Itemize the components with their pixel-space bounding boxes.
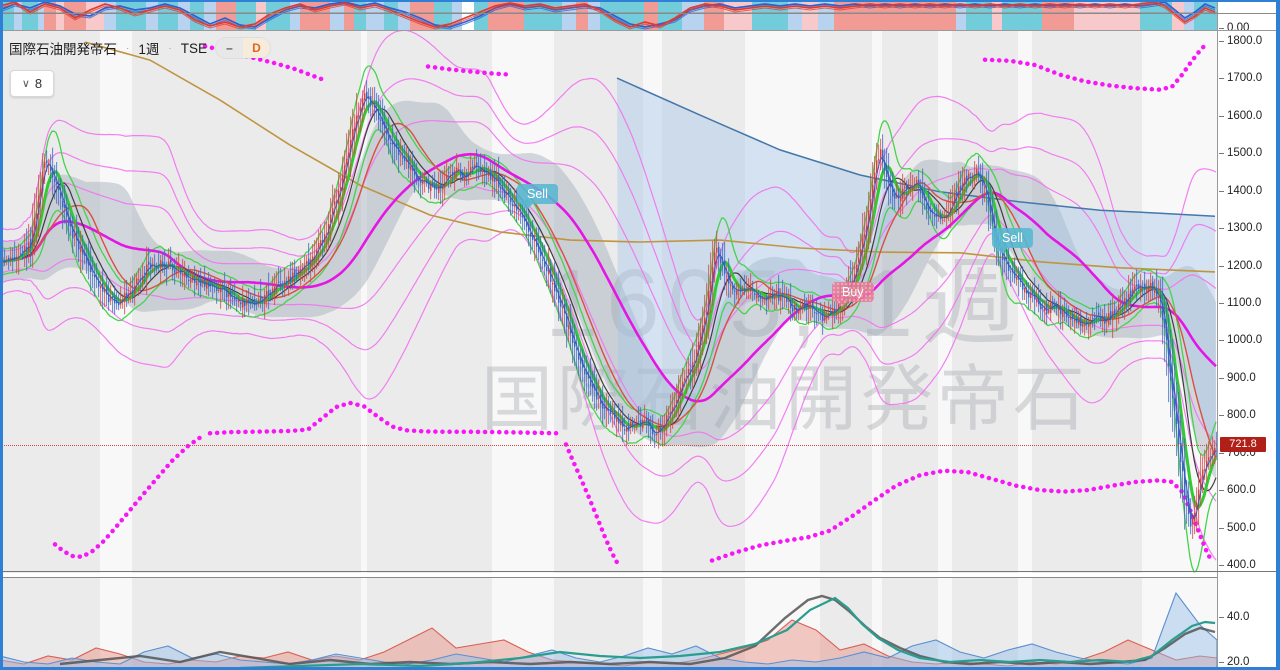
background-stripe <box>872 30 882 573</box>
background-stripe <box>938 30 952 573</box>
top-oscillator-canvas[interactable] <box>0 0 1217 30</box>
background-stripe <box>361 30 367 573</box>
symbol-title: 国際石油開発帝石 <box>9 42 117 57</box>
oscillator-axis-tick: 0.00 <box>1218 22 1250 34</box>
price-axis-tick: 1300.0 <box>1218 222 1263 235</box>
panel-divider[interactable] <box>0 571 1280 572</box>
main-chart-panel[interactable]: 1605, 1週 国際石油開発帝石 <box>0 30 1217 573</box>
price-axis-tick: 400.0 <box>1219 559 1256 571</box>
oscillator-zero-line <box>0 13 1280 14</box>
price-axis-tick: 1000.0 <box>1218 334 1263 347</box>
price-axis-tick: 800.0 <box>1219 409 1256 422</box>
price-axis-tick: 500.0 <box>1219 521 1256 534</box>
last-price-line <box>0 444 1217 446</box>
price-axis-tick: 1800.0 <box>1218 35 1263 47</box>
price-axis[interactable]: 721.8 0.00 1800.0 1700.0 1600.0 1500.0 1400.0… <box>1217 0 1280 670</box>
lower-axis-tick: 40.0 <box>1218 611 1250 623</box>
frame-border <box>0 667 1280 670</box>
indicator-count: 8 <box>34 76 43 91</box>
lower-axis-tick: 20.0 <box>1218 656 1250 668</box>
frame-border <box>1276 0 1280 670</box>
dash-icon[interactable]: – <box>215 38 243 58</box>
price-axis-tick: 1400.0 <box>1218 184 1263 197</box>
price-axis-tick: 900.0 <box>1219 371 1256 384</box>
background-stripe <box>1018 30 1032 573</box>
top-oscillator-panel[interactable] <box>0 0 1217 30</box>
background-stripe <box>643 30 662 573</box>
signal-flag-sell: Sell <box>992 228 1033 248</box>
legend-separator: · <box>126 42 130 54</box>
background-stripe <box>492 30 554 573</box>
symbol-legend: 国際石油開発帝石 · 1週 · TSE – D <box>9 38 270 58</box>
price-axis-tick: 600.0 <box>1219 484 1256 497</box>
interval-label: 1週 <box>138 42 160 57</box>
signal-flag-buy: Buy <box>832 282 874 302</box>
main-chart-canvas[interactable] <box>0 30 1217 573</box>
background-stripe <box>643 578 662 670</box>
chevron-down-icon: ∨ <box>21 78 30 90</box>
price-axis-tick: 1200.0 <box>1218 259 1263 272</box>
frame-border <box>0 0 1280 2</box>
background-stripe <box>361 578 367 670</box>
price-axis-tick: 1500.0 <box>1218 147 1263 160</box>
price-axis-tick: 1700.0 <box>1218 72 1263 85</box>
indicator-d-button[interactable]: D <box>242 38 270 58</box>
indicators-collapse-button[interactable]: ∨ 8 <box>10 70 54 97</box>
exchange-label: TSE <box>180 40 207 56</box>
background-stripe <box>745 578 820 670</box>
indicator-toggle-pill[interactable]: – D <box>215 38 270 58</box>
background-stripe <box>100 578 132 670</box>
frame-border <box>0 0 3 670</box>
signal-flag-sell: Sell <box>517 184 558 204</box>
legend-separator: · <box>168 42 172 54</box>
lower-indicator-panel[interactable] <box>0 578 1217 670</box>
background-stripe <box>872 578 882 670</box>
price-axis-tick: 1100.0 <box>1218 297 1262 309</box>
background-stripe <box>938 578 952 670</box>
panel-divider <box>0 30 1280 31</box>
panel-divider <box>0 577 1217 578</box>
lower-indicator-canvas[interactable] <box>0 578 1217 670</box>
last-price-badge: 721.8 <box>1220 437 1266 453</box>
price-axis-tick: 1600.0 <box>1218 109 1263 122</box>
